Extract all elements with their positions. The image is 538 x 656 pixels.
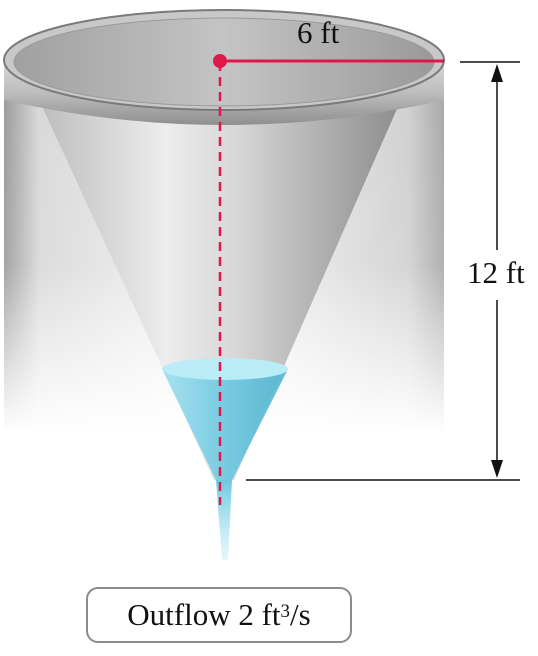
height-arrow-up	[491, 64, 503, 82]
water-stream	[216, 480, 232, 560]
outflow-label-box: Outflow 2 ft 3/s	[86, 587, 352, 643]
height-label: 12 ft	[467, 255, 525, 290]
center-dot	[213, 54, 227, 68]
radius-label: 6 ft	[297, 15, 340, 50]
water-surface	[162, 358, 288, 380]
outflow-label-exponent: 3	[280, 601, 291, 622]
outflow-label-prefix: Outflow 2 ft	[127, 597, 281, 632]
height-arrow-down	[491, 460, 503, 478]
water-volume	[162, 369, 288, 480]
outflow-label-suffix: /s	[290, 597, 311, 632]
